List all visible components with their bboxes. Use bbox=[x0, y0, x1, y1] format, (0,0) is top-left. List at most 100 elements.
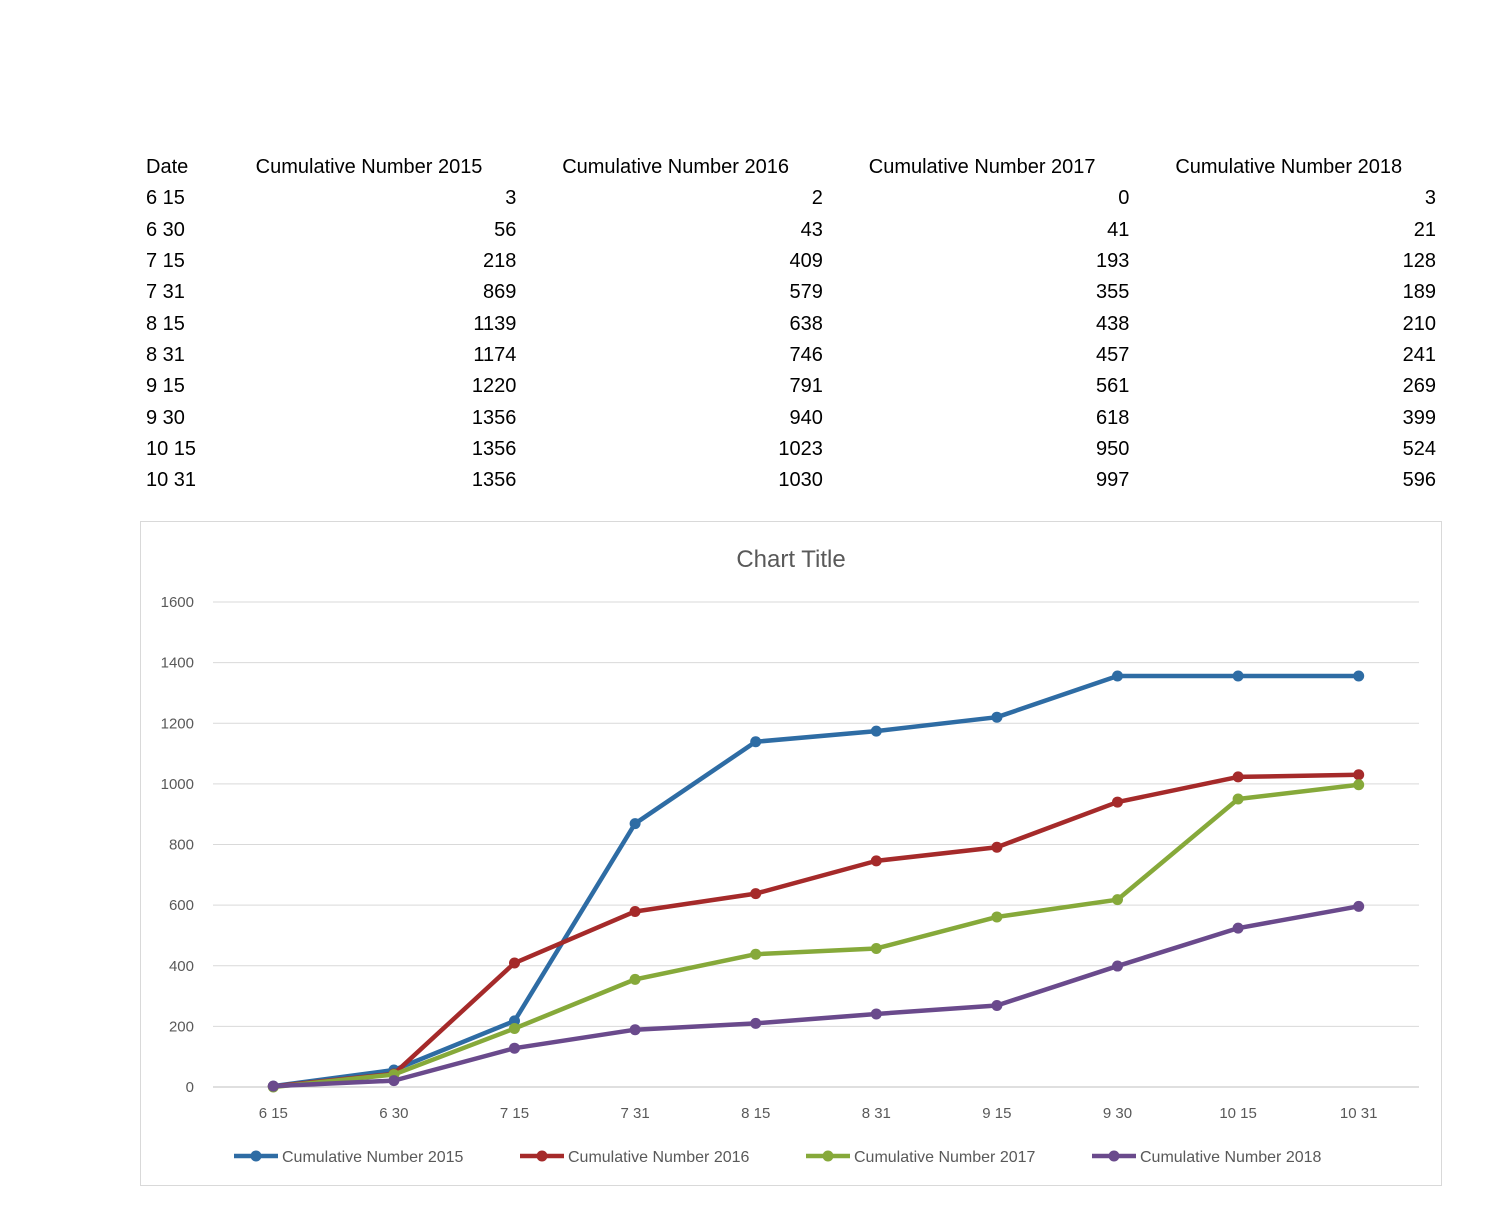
data-point bbox=[750, 736, 762, 748]
data-point bbox=[750, 1017, 762, 1029]
data-point bbox=[1112, 960, 1123, 972]
data-point bbox=[509, 1015, 520, 1027]
y-tick-label: 200 bbox=[169, 1018, 194, 1035]
table-cell-value: 56 bbox=[494, 218, 517, 241]
table-cell-value: 128 bbox=[1402, 250, 1436, 273]
series-line bbox=[273, 782, 1359, 1090]
data-point bbox=[870, 942, 882, 954]
table-row: 8 31 1174 746 457 241 bbox=[140, 340, 1442, 371]
chart-title: Chart Title bbox=[736, 546, 845, 573]
data-point bbox=[1353, 779, 1365, 791]
y-tick-label: 400 bbox=[169, 958, 194, 975]
table-cell-value: 1139 bbox=[473, 312, 517, 335]
series-line bbox=[273, 904, 1360, 1089]
line-chart: Chart Title 0 200 400 600 800 1000 1200 1400 160… bbox=[161, 546, 1419, 1166]
data-point bbox=[1232, 670, 1244, 682]
table-cell-value: 457 bbox=[1096, 343, 1130, 366]
table-cell-value: 41 bbox=[1107, 218, 1130, 241]
y-tick-label: 0 bbox=[186, 1079, 194, 1096]
table-cell-value: 1174 bbox=[473, 343, 517, 366]
table-cell-date: 7 31 bbox=[146, 281, 185, 304]
x-tick-label: 7 15 bbox=[500, 1105, 529, 1122]
data-point bbox=[1353, 670, 1365, 682]
table-row: 10 15 1356 1023 950 524 bbox=[140, 434, 1442, 465]
data-point bbox=[1112, 894, 1123, 906]
table-cell-value: 596 bbox=[1402, 469, 1436, 492]
table-cell-value: 1023 bbox=[778, 437, 823, 460]
data-point bbox=[750, 888, 762, 900]
header-2018: Cumulative Number 2018 bbox=[1175, 156, 1403, 179]
series-1 bbox=[267, 670, 1365, 1092]
series-4 bbox=[267, 900, 1365, 1092]
table-cell-value: 355 bbox=[1096, 281, 1130, 304]
x-tick-label: 9 30 bbox=[1103, 1105, 1132, 1122]
table-cell-value: 241 bbox=[1402, 343, 1436, 366]
table-cell-date: 10 15 bbox=[146, 437, 197, 460]
header-date: Date bbox=[146, 156, 189, 179]
table-cell-date: 6 15 bbox=[146, 187, 185, 210]
table-row: 10 31 1356 1030 997 596 bbox=[140, 465, 1442, 496]
legend-marker bbox=[536, 1150, 548, 1162]
table-cell-value: 997 bbox=[1096, 469, 1130, 492]
data-point bbox=[509, 957, 520, 969]
legend-entry: Cumulative Number 2015 bbox=[234, 1149, 464, 1166]
table-cell-date: 7 15 bbox=[146, 250, 185, 273]
y-tick-label: 1200 bbox=[161, 715, 194, 732]
y-tick-label: 800 bbox=[169, 837, 194, 854]
data-point bbox=[629, 818, 641, 830]
table-cell-value: 189 bbox=[1402, 281, 1436, 304]
data-point bbox=[1112, 796, 1123, 808]
table-cell-value: 579 bbox=[789, 281, 823, 304]
table-row: 7 15 218 409 193 128 bbox=[140, 246, 1442, 277]
legend-label: Cumulative Number 2017 bbox=[854, 1149, 1036, 1166]
data-point bbox=[388, 1075, 400, 1087]
x-tick-label: 10 31 bbox=[1340, 1105, 1378, 1122]
data-point bbox=[629, 973, 641, 985]
x-tick-label: 9 15 bbox=[982, 1105, 1011, 1122]
data-point bbox=[1232, 922, 1244, 934]
legend-marker bbox=[1108, 1150, 1120, 1162]
x-tick-label: 6 30 bbox=[379, 1105, 408, 1122]
x-tick-label: 8 15 bbox=[741, 1105, 770, 1122]
legend-label: Cumulative Number 2015 bbox=[282, 1149, 464, 1166]
header-2015: Cumulative Number 2015 bbox=[255, 156, 483, 179]
data-point bbox=[267, 1080, 279, 1092]
data-point bbox=[509, 1042, 520, 1054]
data-point bbox=[870, 855, 882, 867]
table-cell-value: 524 bbox=[1402, 437, 1436, 460]
table-cell-value: 1356 bbox=[471, 406, 517, 429]
data-table: Date Cumulative Number 2015 Cumulative N… bbox=[140, 152, 1442, 496]
chart-area: Chart Title 0 200 400 600 800 1000 1200 1400 160… bbox=[140, 521, 1442, 1186]
table-cell-value: 791 bbox=[789, 375, 823, 398]
table-cell-value: 950 bbox=[1096, 437, 1130, 460]
table-cell-date: 9 15 bbox=[146, 375, 185, 398]
data-point bbox=[870, 725, 882, 737]
y-axis: 0 200 400 600 800 1000 1200 1400 1600 bbox=[161, 594, 194, 1096]
table-cell-value: 438 bbox=[1096, 312, 1130, 335]
data-point bbox=[750, 948, 762, 960]
table-cell-value: 561 bbox=[1096, 375, 1130, 398]
series-3 bbox=[267, 779, 1365, 1093]
legend-marker bbox=[822, 1150, 834, 1162]
gridlines bbox=[213, 601, 1419, 1088]
table-row: 9 30 1356 940 618 399 bbox=[140, 402, 1442, 433]
table-cell-value: 269 bbox=[1402, 375, 1436, 398]
x-tick-label: 7 31 bbox=[620, 1105, 649, 1122]
data-point bbox=[870, 1008, 882, 1020]
table-header-row: Date Cumulative Number 2015 Cumulative N… bbox=[140, 152, 1442, 183]
header-2017: Cumulative Number 2017 bbox=[868, 156, 1096, 179]
series-line bbox=[273, 772, 1359, 1089]
series-line bbox=[273, 673, 1359, 1089]
data-point bbox=[509, 1022, 520, 1034]
table-cell-value: 399 bbox=[1402, 406, 1436, 429]
table-cell-value: 210 bbox=[1402, 312, 1436, 335]
table-cell-date: 9 30 bbox=[146, 406, 185, 429]
y-tick-label: 1000 bbox=[161, 776, 194, 793]
data-point bbox=[991, 711, 1003, 723]
x-axis: 6 15 6 30 7 15 7 31 8 15 8 31 9 15 9 30 10 15 10 … bbox=[259, 1105, 1378, 1122]
legend-label: Cumulative Number 2018 bbox=[1140, 1149, 1322, 1166]
x-tick-label: 6 15 bbox=[259, 1105, 288, 1122]
table-cell-value: 0 bbox=[1118, 187, 1130, 210]
data-point bbox=[1232, 793, 1244, 805]
data-point bbox=[1353, 769, 1365, 781]
